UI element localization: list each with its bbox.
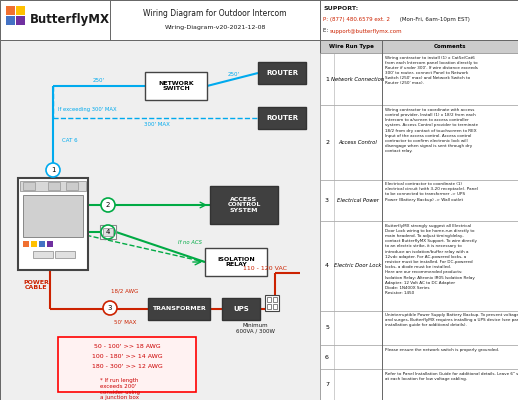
- Bar: [0, 0, 518, 40]
- Text: support@butterflymx.com: support@butterflymx.com: [330, 28, 402, 34]
- Text: 3: 3: [108, 305, 112, 311]
- Text: POWER
CABLE: POWER CABLE: [23, 280, 49, 290]
- Bar: [267, 297, 271, 302]
- Bar: [103, 228, 113, 236]
- Text: ROUTER: ROUTER: [266, 70, 298, 76]
- Bar: [23, 182, 35, 190]
- Bar: [320, 40, 518, 53]
- Bar: [39, 241, 45, 247]
- Text: 50' MAX: 50' MAX: [114, 320, 136, 324]
- Bar: [258, 107, 306, 129]
- Text: 2: 2: [325, 140, 329, 145]
- Text: Electric Door Lock: Electric Door Lock: [334, 263, 382, 268]
- Text: 110 - 120 VAC: 110 - 120 VAC: [243, 266, 287, 270]
- Bar: [0, 40, 320, 400]
- Bar: [66, 182, 78, 190]
- Text: 5: 5: [325, 326, 329, 330]
- Text: ISOLATION
RELAY: ISOLATION RELAY: [217, 257, 255, 267]
- Text: ACCESS
CONTROL
SYSTEM: ACCESS CONTROL SYSTEM: [227, 197, 261, 213]
- Bar: [23, 241, 29, 247]
- Text: ButterflyMX strongly suggest all Electrical
Door Lock wiring to be home-run dire: ButterflyMX strongly suggest all Electri…: [385, 224, 477, 295]
- Bar: [58, 337, 196, 392]
- Text: TRANSFORMER: TRANSFORMER: [152, 306, 206, 312]
- Text: Electrical Power: Electrical Power: [337, 198, 379, 203]
- Bar: [16, 6, 25, 15]
- Text: 300' MAX: 300' MAX: [144, 122, 170, 126]
- Text: (Mon-Fri, 6am-10pm EST): (Mon-Fri, 6am-10pm EST): [398, 18, 470, 22]
- Text: Wiring contractor to coordinate with access
control provider, Install (1) x 18/2: Wiring contractor to coordinate with acc…: [385, 108, 478, 154]
- Text: 18/2 AWG: 18/2 AWG: [111, 288, 139, 294]
- Text: Refer to Panel Installation Guide for additional details. Leave 6" service loop
: Refer to Panel Installation Guide for ad…: [385, 372, 518, 381]
- Text: 4: 4: [325, 263, 329, 268]
- Bar: [145, 72, 207, 100]
- Text: * If run length
exceeds 200'
consider using
a junction box: * If run length exceeds 200' consider us…: [100, 378, 140, 400]
- Bar: [6, 6, 15, 15]
- Text: Please ensure the network switch is properly grounded.: Please ensure the network switch is prop…: [385, 348, 499, 352]
- Bar: [320, 105, 518, 180]
- Bar: [273, 297, 277, 302]
- Text: Minimum
600VA / 300W: Minimum 600VA / 300W: [236, 322, 275, 334]
- Bar: [320, 346, 518, 370]
- Bar: [320, 310, 518, 346]
- Bar: [320, 40, 518, 400]
- Bar: [267, 304, 271, 309]
- Bar: [205, 248, 267, 276]
- Text: Comments: Comments: [434, 44, 466, 49]
- Bar: [47, 241, 53, 247]
- Text: 6: 6: [325, 355, 329, 360]
- Bar: [258, 62, 306, 84]
- Bar: [33, 251, 53, 258]
- Text: If exceeding 300' MAX: If exceeding 300' MAX: [58, 106, 117, 112]
- Text: Wiring contractor to install (1) x Cat5e/Cat6
from each Intercom panel location : Wiring contractor to install (1) x Cat5e…: [385, 56, 478, 86]
- Text: Wiring Diagram for Outdoor Intercom: Wiring Diagram for Outdoor Intercom: [143, 8, 287, 18]
- Bar: [273, 304, 277, 309]
- Bar: [265, 295, 279, 311]
- Bar: [23, 195, 83, 237]
- Bar: [100, 225, 116, 239]
- Bar: [148, 298, 210, 320]
- Text: E:: E:: [323, 28, 330, 34]
- Text: 3: 3: [325, 198, 329, 203]
- Text: 100 - 180' >> 14 AWG: 100 - 180' >> 14 AWG: [92, 354, 162, 360]
- Text: 250': 250': [93, 78, 105, 82]
- Circle shape: [101, 225, 115, 239]
- Bar: [55, 251, 75, 258]
- Circle shape: [46, 163, 60, 177]
- Text: 180 - 300' >> 12 AWG: 180 - 300' >> 12 AWG: [92, 364, 162, 370]
- Bar: [6, 16, 15, 25]
- Text: Uninterruptible Power Supply Battery Backup. To prevent voltage drops
and surges: Uninterruptible Power Supply Battery Bac…: [385, 313, 518, 328]
- Text: 2: 2: [106, 202, 110, 208]
- Bar: [222, 298, 260, 320]
- Circle shape: [101, 198, 115, 212]
- Bar: [16, 16, 25, 25]
- Text: P: (877) 480.6579 ext. 2: P: (877) 480.6579 ext. 2: [323, 18, 390, 22]
- Text: SUPPORT:: SUPPORT:: [323, 6, 358, 10]
- Text: If no ACS: If no ACS: [178, 240, 202, 244]
- Text: ROUTER: ROUTER: [266, 115, 298, 121]
- Text: Wiring-Diagram-v20-2021-12-08: Wiring-Diagram-v20-2021-12-08: [164, 24, 266, 30]
- Bar: [320, 53, 518, 105]
- Bar: [320, 180, 518, 221]
- Text: NETWORK
SWITCH: NETWORK SWITCH: [158, 81, 194, 91]
- Text: 50 - 100' >> 18 AWG: 50 - 100' >> 18 AWG: [94, 344, 160, 350]
- Bar: [320, 370, 518, 400]
- Text: Electrical contractor to coordinate (1)
electrical circuit (with 3-20 receptacle: Electrical contractor to coordinate (1) …: [385, 182, 478, 202]
- Text: 250': 250': [228, 72, 240, 78]
- Text: 1: 1: [51, 167, 55, 173]
- Text: UPS: UPS: [233, 306, 249, 312]
- Bar: [20, 181, 86, 191]
- Text: Access Control: Access Control: [339, 140, 378, 145]
- Text: CAT 6: CAT 6: [62, 138, 78, 142]
- Text: ButterflyMX: ButterflyMX: [30, 14, 110, 26]
- Bar: [320, 221, 518, 310]
- Text: 1: 1: [325, 77, 329, 82]
- Text: Wire Run Type: Wire Run Type: [328, 44, 373, 49]
- Bar: [48, 182, 60, 190]
- Bar: [31, 241, 37, 247]
- Text: Network Connection: Network Connection: [332, 77, 385, 82]
- Circle shape: [103, 301, 117, 315]
- Bar: [18, 178, 88, 270]
- Text: 4: 4: [106, 229, 110, 235]
- Text: 7: 7: [325, 382, 329, 387]
- Bar: [210, 186, 278, 224]
